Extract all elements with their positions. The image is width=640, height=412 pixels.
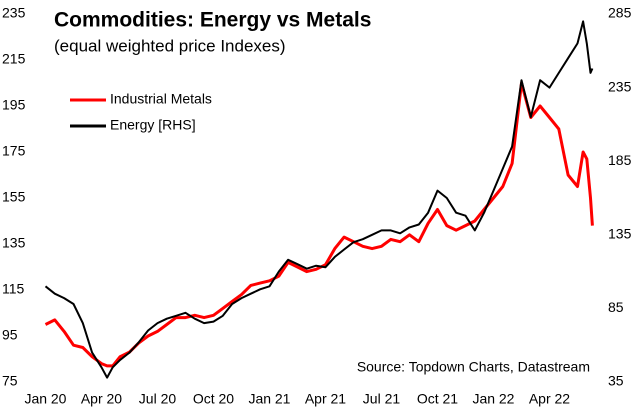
x-tick-label: Jan 21 xyxy=(248,391,290,407)
y-tick-label: 95 xyxy=(2,327,18,343)
y-tick-label: 155 xyxy=(2,189,26,205)
y2-tick-label: 35 xyxy=(608,373,624,389)
x-tick-label: Jan 20 xyxy=(24,391,66,407)
y-tick-label: 75 xyxy=(2,373,18,389)
x-tick-label: Apr 22 xyxy=(529,391,570,407)
legend-label: Industrial Metals xyxy=(110,91,212,107)
y-tick-label: 215 xyxy=(2,51,26,67)
y-tick-label: 235 xyxy=(2,5,26,21)
y2-tick-label: 85 xyxy=(608,299,624,315)
x-tick-label: Apr 21 xyxy=(305,391,346,407)
source-note: Source: Topdown Charts, Datastream xyxy=(357,359,590,375)
y2-tick-label: 285 xyxy=(608,5,632,21)
x-tick-label: Jul 21 xyxy=(363,391,401,407)
y-tick-label: 175 xyxy=(2,143,26,159)
x-tick-label: Oct 21 xyxy=(417,391,458,407)
y2-tick-label: 185 xyxy=(608,152,632,168)
y-tick-label: 195 xyxy=(2,97,26,113)
x-tick-label: Oct 20 xyxy=(193,391,234,407)
chart-subtitle: (equal weighted price Indexes) xyxy=(54,36,286,55)
y-tick-label: 135 xyxy=(2,235,26,251)
x-tick-label: Jan 22 xyxy=(472,391,514,407)
series-line xyxy=(44,20,594,379)
y2-tick-label: 135 xyxy=(608,226,632,242)
legend-label: Energy [RHS] xyxy=(110,117,196,133)
x-tick-label: Jul 20 xyxy=(139,391,177,407)
y-tick-label: 115 xyxy=(2,281,25,297)
chart-title: Commodities: Energy vs Metals xyxy=(54,9,371,32)
y2-tick-label: 235 xyxy=(608,78,632,94)
x-tick-label: Apr 20 xyxy=(81,391,122,407)
